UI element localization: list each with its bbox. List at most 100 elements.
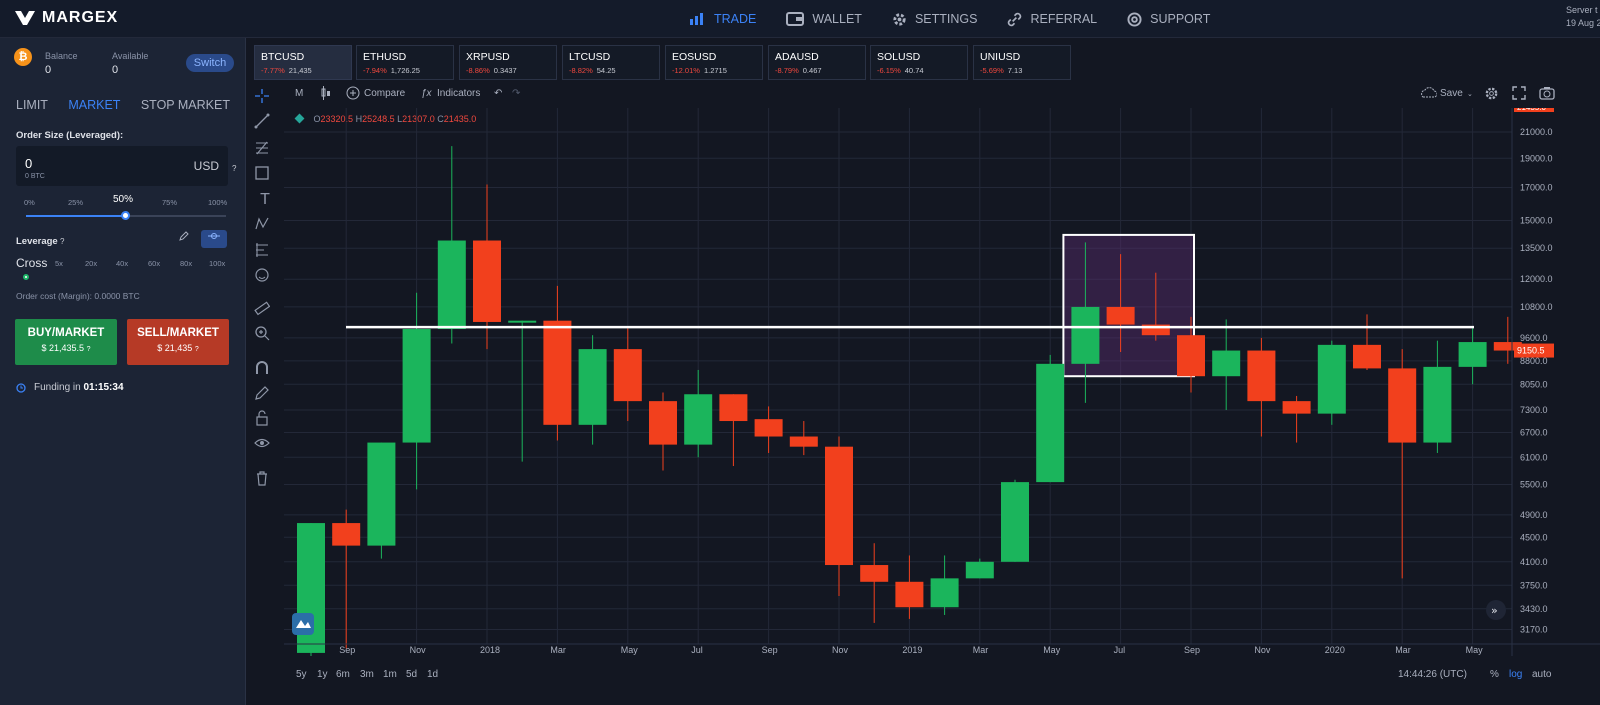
candle-body [578, 349, 607, 425]
tab-stop-market[interactable]: STOP MARKET [140, 98, 230, 112]
order-size-slider[interactable] [26, 211, 226, 220]
leverage-help-icon[interactable]: ? [60, 237, 65, 246]
ticker-ltcusd[interactable]: LTCUSD -8.82% 54.25 [562, 45, 660, 80]
range-5y[interactable]: 5y [296, 669, 307, 680]
lock-tool[interactable] [254, 410, 276, 432]
tab-limit[interactable]: LIMIT [16, 98, 48, 112]
ticker-btcusd[interactable]: BTCUSD -7.77% 21,435 [254, 45, 352, 80]
order-size-help-icon[interactable]: ? [232, 164, 237, 173]
pct-mark-selected[interactable]: 50% [113, 194, 134, 205]
undo-icon[interactable]: ↶ [494, 88, 503, 99]
sell-market-button[interactable]: SELL/MARKET $ 21,435 ? [127, 319, 229, 365]
ticker-uniusd[interactable]: UNIUSD -5.69% 7.13 [973, 45, 1071, 80]
prediction-tool[interactable] [254, 242, 276, 264]
chart-settings-icon[interactable] [1484, 86, 1499, 104]
zoom-tool[interactable] [254, 325, 276, 347]
leverage-mark[interactable]: 40x [116, 259, 129, 268]
leverage-mark[interactable]: 100x [209, 259, 226, 268]
visibility-tool[interactable] [254, 435, 276, 457]
magnet-tool[interactable] [254, 360, 276, 382]
leverage-mark[interactable]: 20x [85, 259, 98, 268]
pct-mark[interactable]: 0% [24, 198, 35, 207]
fullscreen-icon[interactable] [1512, 86, 1526, 103]
remove-drawings-tool[interactable] [254, 470, 276, 492]
auto-scale-toggle[interactable]: auto [1532, 669, 1552, 680]
pct-mark[interactable]: 75% [162, 198, 178, 207]
leverage-mark[interactable]: 5x [55, 259, 63, 268]
range-1m[interactable]: 1m [383, 669, 397, 680]
ticker-symbol: LTCUSD [569, 51, 611, 63]
pct-mark[interactable]: 100% [208, 198, 228, 207]
pct-mark[interactable]: 25% [68, 198, 84, 207]
ticker-change: -12.01% [672, 66, 700, 75]
interval-button[interactable]: M [295, 88, 304, 99]
range-1y[interactable]: 1y [317, 669, 328, 680]
indicators-button[interactable]: Indicators [437, 88, 481, 99]
y-tick-label: 8050.0 [1520, 379, 1548, 389]
nav-referral[interactable]: REFERRAL [1007, 12, 1097, 27]
camera-icon[interactable] [1539, 86, 1555, 103]
ohlc-open-label: O [313, 114, 321, 124]
leverage-mode[interactable]: Cross [16, 256, 48, 270]
stay-drawing-tool[interactable] [254, 385, 276, 407]
compare-button[interactable]: Compare [364, 88, 406, 99]
scroll-right-button [1486, 600, 1506, 620]
percent-scale-toggle[interactable]: % [1490, 669, 1499, 680]
trendline-tool[interactable] [254, 113, 276, 135]
ticker-solusd[interactable]: SOLUSD -6.15% 40.74 [870, 45, 968, 80]
wallet-icon [786, 12, 805, 26]
leverage-slider-handle[interactable] [23, 274, 29, 280]
price-chart[interactable]: 21000.0 19000.0 17000.0 15000.0 13500.0 12000… [284, 108, 1600, 656]
candle-body [1001, 482, 1029, 562]
y-tick-label: 7300.0 [1520, 405, 1548, 415]
pattern-tool[interactable] [254, 216, 276, 238]
pencil-lock-icon [255, 386, 269, 400]
ticker-symbol: ETHUSD [363, 51, 407, 63]
candle-body [1212, 350, 1241, 377]
edit-leverage-button[interactable] [171, 230, 197, 248]
range-1d[interactable]: 1d [427, 669, 439, 680]
utc-time[interactable]: 14:44:26 (UTC) [1398, 669, 1467, 680]
nav-referral-label: REFERRAL [1030, 12, 1098, 26]
crosshair-tool[interactable] [254, 88, 276, 110]
fib-tool[interactable] [254, 140, 276, 162]
nav-wallet[interactable]: WALLET [786, 12, 862, 26]
leverage-mark[interactable]: 80x [180, 259, 193, 268]
ticker-ethusd[interactable]: ETHUSD -7.94% 1,726.25 [356, 45, 454, 80]
nav-trade[interactable]: TRADE [690, 12, 756, 26]
nav-support[interactable]: SUPPORT [1127, 11, 1211, 27]
ticker-eosusd[interactable]: EOSUSD -12.01% 1.2715 [665, 45, 763, 80]
ticker-symbol: EOSUSD [672, 51, 717, 63]
switch-button[interactable]: Switch [186, 54, 234, 72]
order-cost: Order cost (Margin): 0.0000 BTC [16, 291, 140, 301]
emoji-tool[interactable] [254, 267, 276, 289]
ohlc-high: 25248.5 [362, 114, 395, 124]
ohlc-high-label: H [355, 114, 363, 124]
leverage-mark[interactable]: 60x [148, 259, 161, 268]
order-size-field[interactable]: 0 0 BTC USD [16, 146, 228, 186]
range-5d[interactable]: 5d [406, 669, 418, 680]
candle-style-button[interactable] [321, 86, 331, 103]
nav-settings[interactable]: SETTINGS [892, 12, 977, 27]
buy-market-button[interactable]: BUY/MARKET $ 21,435.5 ? [15, 319, 117, 365]
tab-market[interactable]: MARKET [68, 98, 121, 112]
y-tick-label: 8800.0 [1520, 356, 1548, 366]
chevron-down-icon[interactable]: ⌄ [1467, 91, 1473, 98]
logo[interactable]: MARGEX [14, 9, 118, 27]
log-scale-toggle[interactable]: log [1509, 669, 1523, 680]
save-button[interactable]: Save [1440, 88, 1463, 99]
slider-mode-button[interactable] [201, 230, 227, 248]
ticker-adausd[interactable]: ADAUSD -8.79% 0.467 [768, 45, 866, 80]
ticker-xrpusd[interactable]: XRPUSD -8.86% 0.3437 [459, 45, 557, 80]
range-6m[interactable]: 6m [336, 669, 350, 680]
ticker-price: 1.2715 [703, 66, 727, 75]
ticker-change: -8.79% [775, 66, 799, 75]
text-tool-icon[interactable]: T [260, 191, 270, 208]
redo-icon[interactable]: ↷ [512, 88, 521, 99]
shape-tool[interactable] [254, 165, 276, 187]
ruler-tool[interactable] [254, 300, 276, 322]
nav-support-label: SUPPORT [1150, 12, 1211, 26]
slider-handle[interactable] [121, 211, 130, 220]
lock-icon [256, 410, 268, 426]
range-3m[interactable]: 3m [360, 669, 374, 680]
